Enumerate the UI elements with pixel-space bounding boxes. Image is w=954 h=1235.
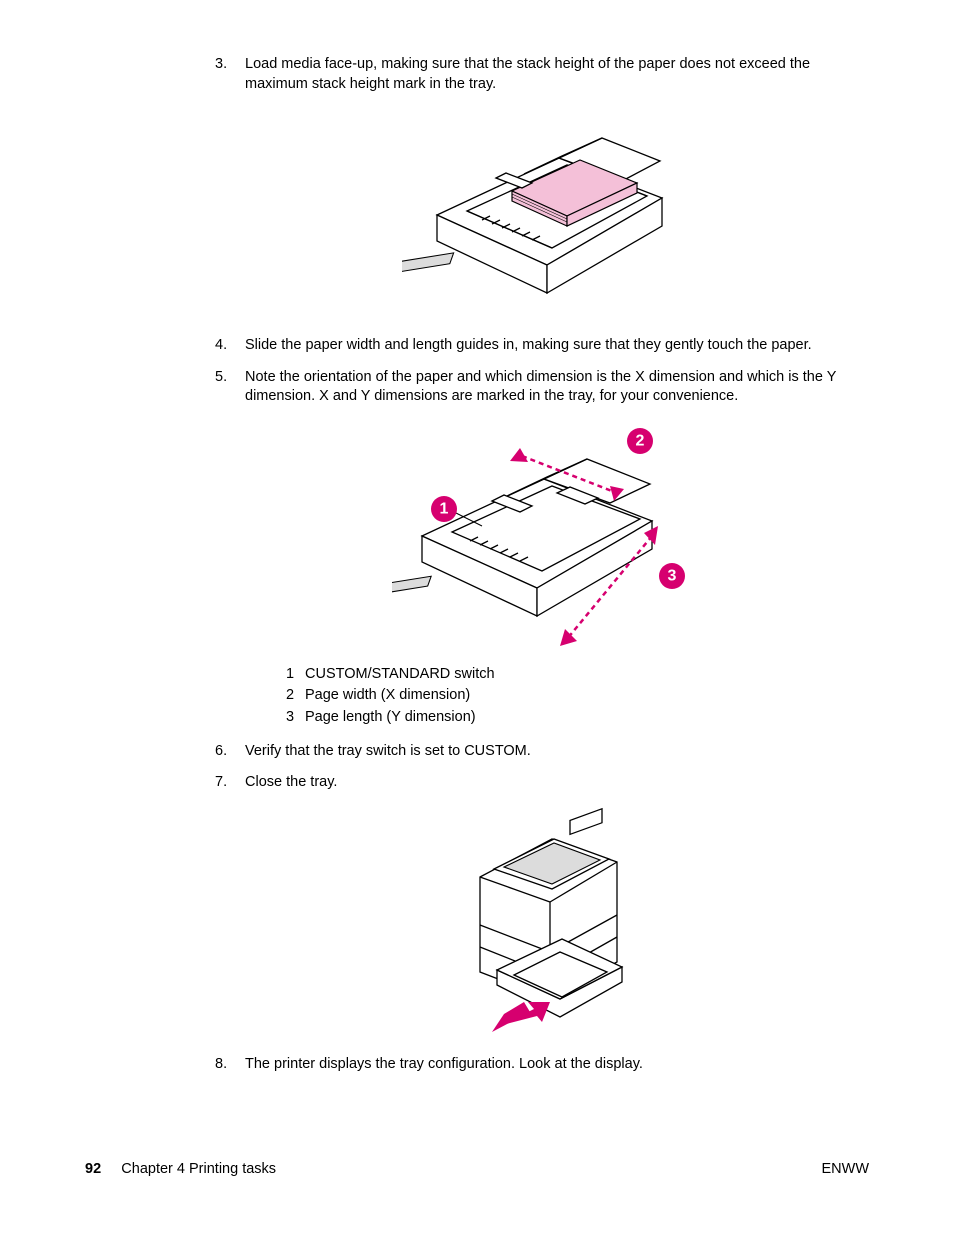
step-5: 5. Note the orientation of the paper and… xyxy=(215,368,869,407)
page-number: 92 xyxy=(85,1161,101,1177)
legend-number: 1 xyxy=(275,665,305,685)
tray-load-illustration xyxy=(402,108,682,318)
step-8: 8. The printer displays the tray configu… xyxy=(215,1055,869,1075)
figure-tray-load xyxy=(215,108,869,318)
footer-right: ENWW xyxy=(821,1160,869,1180)
legend-text: Page length (Y dimension) xyxy=(305,708,869,728)
page-footer: 92 Chapter 4 Printing tasks ENWW xyxy=(85,1160,869,1180)
callout-1-label: 1 xyxy=(440,500,449,517)
step-3: 3. Load media face-up, making sure that … xyxy=(215,55,869,94)
step-number: 5. xyxy=(215,368,245,388)
legend-text: Page width (X dimension) xyxy=(305,686,869,706)
step-6: 6. Verify that the tray switch is set to… xyxy=(215,742,869,762)
callout-3-label: 3 xyxy=(668,567,677,584)
tray-dimensions-illustration: 1 2 3 xyxy=(392,421,692,651)
step-number: 7. xyxy=(215,773,245,793)
step-text: Close the tray. xyxy=(245,773,869,793)
step-text: The printer displays the tray configurat… xyxy=(245,1055,869,1075)
step-text: Note the orientation of the paper and wh… xyxy=(245,368,869,407)
step-text: Load media face-up, making sure that the… xyxy=(245,55,869,94)
content-column: 3. Load media face-up, making sure that … xyxy=(215,55,869,1074)
figure-dimensions: 1 2 3 xyxy=(215,421,869,651)
step-4: 4. Slide the paper width and length guid… xyxy=(215,336,869,356)
callout-2-label: 2 xyxy=(636,432,645,449)
step-number: 4. xyxy=(215,336,245,356)
legend-row: 1 CUSTOM/STANDARD switch xyxy=(275,665,869,685)
legend-number: 2 xyxy=(275,686,305,706)
legend-row: 2 Page width (X dimension) xyxy=(275,686,869,706)
step-number: 8. xyxy=(215,1055,245,1075)
step-text: Verify that the tray switch is set to CU… xyxy=(245,742,869,762)
manual-page: 3. Load media face-up, making sure that … xyxy=(0,0,954,1235)
legend: 1 CUSTOM/STANDARD switch 2 Page width (X… xyxy=(275,665,869,728)
footer-left: 92 Chapter 4 Printing tasks xyxy=(85,1160,276,1180)
step-7: 7. Close the tray. xyxy=(215,773,869,793)
figure-close-tray xyxy=(215,807,869,1037)
legend-number: 3 xyxy=(275,708,305,728)
legend-text: CUSTOM/STANDARD switch xyxy=(305,665,869,685)
step-number: 6. xyxy=(215,742,245,762)
step-text: Slide the paper width and length guides … xyxy=(245,336,869,356)
legend-row: 3 Page length (Y dimension) xyxy=(275,708,869,728)
printer-close-illustration xyxy=(442,807,642,1037)
chapter-title: Chapter 4 Printing tasks xyxy=(121,1161,276,1177)
step-number: 3. xyxy=(215,55,245,75)
